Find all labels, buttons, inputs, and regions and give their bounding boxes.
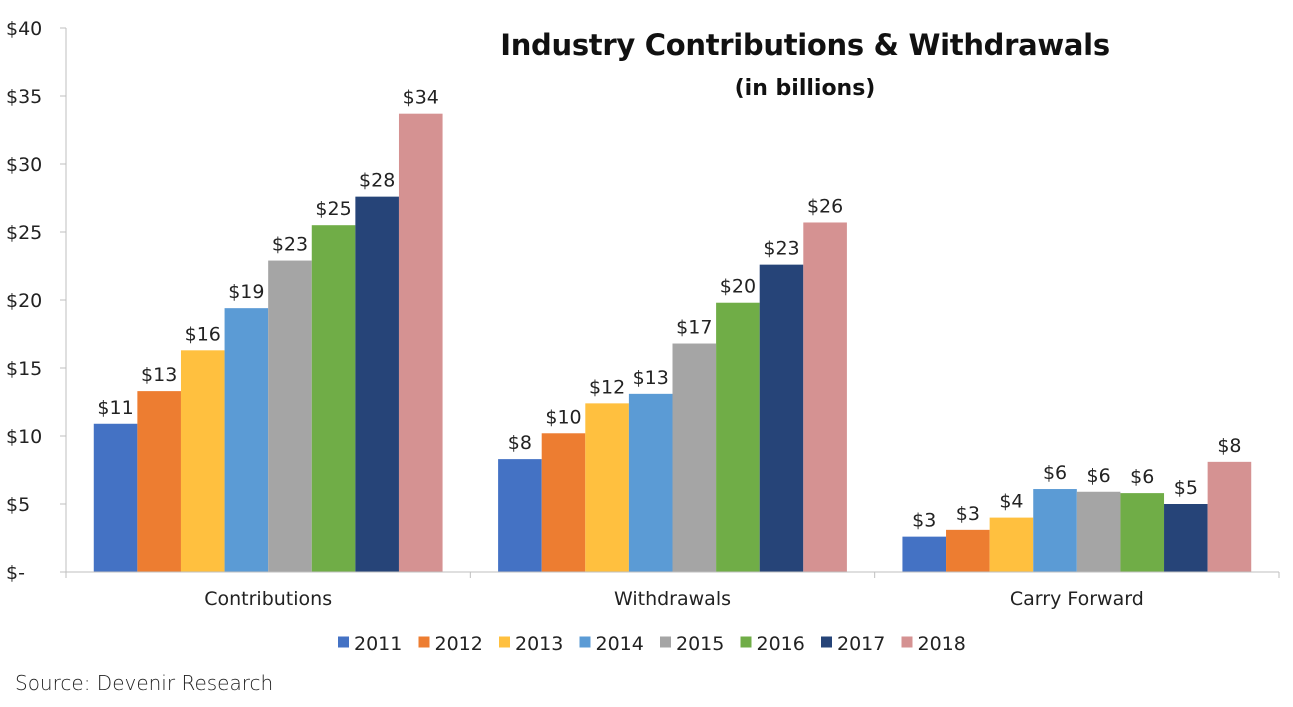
y-tick-label: $30 (6, 154, 42, 176)
bar (585, 403, 629, 572)
legend-label: 2018 (918, 633, 966, 655)
legend-label: 2012 (435, 633, 483, 655)
bar (716, 302, 760, 572)
bar (93, 423, 138, 572)
x-axis: Contributions Withdrawals Carry Forward (65, 571, 1280, 610)
bar (355, 196, 399, 572)
bar-data-label: $28 (359, 170, 395, 192)
bar-data-label: $8 (1217, 435, 1241, 457)
bar-data-label: $8 (508, 432, 532, 454)
y-tick-label: $25 (6, 222, 42, 244)
source-note: Source: Devenir Research (15, 671, 274, 695)
bar-data-label: $13 (141, 364, 177, 386)
bar-data-label: $12 (589, 376, 625, 398)
bar (989, 517, 1034, 572)
bar-data-label: $17 (676, 317, 712, 339)
legend-swatch (338, 636, 349, 648)
legend-swatch (579, 636, 591, 648)
chart-subtitle: (in billions) (734, 76, 876, 101)
bar-data-label: $20 (720, 276, 756, 298)
bar (1207, 461, 1252, 572)
bar (398, 113, 443, 573)
bar-data-label: $19 (228, 281, 264, 303)
legend-label: 2017 (837, 633, 885, 655)
bar (268, 260, 312, 572)
bar (1164, 504, 1208, 572)
legend-swatch (740, 636, 752, 648)
bar (1076, 491, 1121, 572)
bar-data-label: $4 (999, 491, 1023, 513)
bar (803, 222, 847, 573)
legend: 2011 2012 2013 2014 2015 2016 2017 2018 (338, 633, 966, 655)
data-labels: $11 $13 $16 $19 $23 $25 $28 $34 $8 $10 $12 $13 $17 $2… (97, 87, 1241, 532)
y-tick-label: $10 (6, 426, 42, 448)
y-tick-label: $40 (6, 18, 42, 40)
bar (759, 264, 804, 572)
y-tick-label: $- (6, 562, 25, 584)
bar (1120, 493, 1165, 572)
bar-data-label: $3 (912, 510, 936, 532)
bar (498, 459, 542, 572)
bar (902, 536, 947, 572)
bar-data-label: $6 (1130, 466, 1154, 488)
legend-label: 2011 (354, 633, 402, 655)
legend-swatch (821, 636, 832, 648)
bar-data-label: $11 (97, 397, 133, 419)
bar (311, 225, 356, 572)
y-tick-label: $20 (6, 290, 42, 312)
x-category-label: Contributions (204, 588, 332, 610)
legend-label: 2013 (515, 633, 563, 655)
bar-data-label: $34 (403, 87, 439, 109)
bar (628, 393, 673, 572)
chart-title: Industry Contributions & Withdrawals (500, 28, 1110, 62)
legend-swatch (418, 636, 430, 648)
bar-data-label: $10 (545, 406, 581, 428)
bar-data-label: $13 (633, 367, 669, 389)
bar-data-label: $6 (1043, 462, 1067, 484)
legend-swatch (660, 636, 671, 648)
bar-data-label: $6 (1087, 465, 1111, 487)
bar (672, 343, 717, 572)
legend-label: 2016 (757, 633, 805, 655)
y-tick-label: $15 (6, 358, 42, 380)
bars (93, 113, 1252, 573)
bar-data-label: $3 (956, 503, 980, 525)
legend-swatch (499, 636, 510, 648)
bar (946, 529, 990, 572)
bar (224, 308, 269, 572)
bar (1033, 489, 1077, 572)
bar-data-label: $26 (807, 195, 843, 217)
y-axis: $- $5 $10 $15 $20 $25 $30 $35 $40 (6, 18, 67, 584)
legend-swatch (901, 636, 913, 648)
legend-label: 2014 (596, 633, 644, 655)
bar (180, 350, 225, 572)
y-tick-label: $35 (6, 86, 42, 108)
bar (541, 433, 586, 572)
x-category-label: Withdrawals (614, 588, 731, 610)
bar (137, 391, 181, 572)
bar-data-label: $25 (315, 198, 351, 220)
legend-label: 2015 (676, 633, 724, 655)
bar-data-label: $23 (272, 234, 308, 256)
x-category-label: Carry Forward (1010, 588, 1144, 610)
bar-data-label: $5 (1174, 477, 1198, 499)
bar-data-label: $23 (763, 238, 799, 260)
y-tick-label: $5 (6, 494, 30, 516)
bar-data-label: $16 (185, 323, 221, 345)
